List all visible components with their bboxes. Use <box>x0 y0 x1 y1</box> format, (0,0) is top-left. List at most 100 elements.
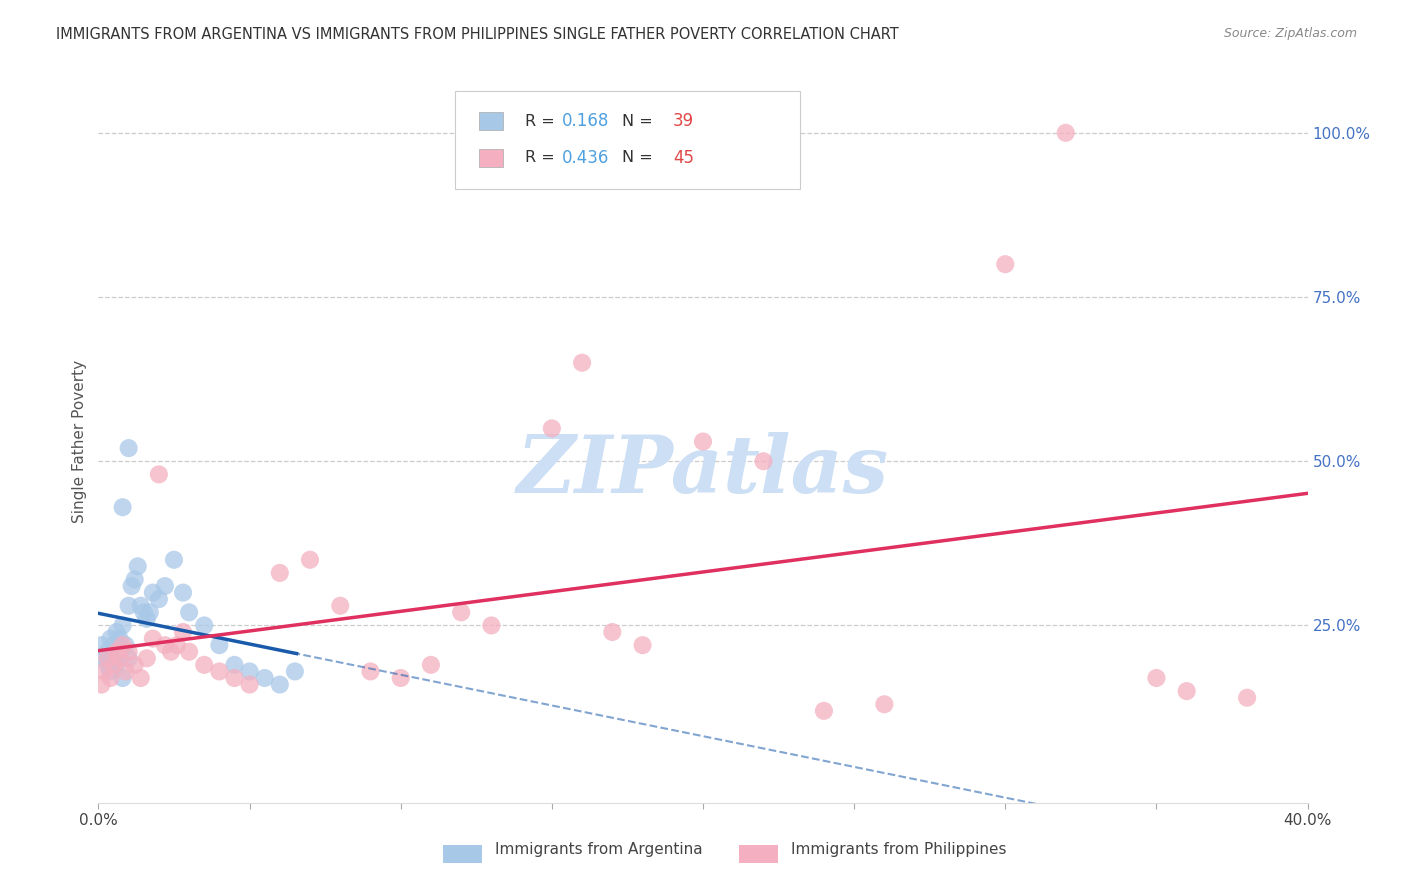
Text: Immigrants from Argentina: Immigrants from Argentina <box>495 842 703 857</box>
Point <box>111 618 134 632</box>
Point <box>108 632 131 646</box>
Point <box>96 651 118 665</box>
Point <box>1236 690 1258 705</box>
Point <box>142 632 165 646</box>
Point <box>329 599 352 613</box>
Text: IMMIGRANTS FROM ARGENTINA VS IMMIGRANTS FROM PHILIPPINES SINGLE FATHER POVERTY C: IMMIGRANTS FROM ARGENTINA VS IMMIGRANTS … <box>56 27 898 42</box>
Point <box>420 657 443 672</box>
Point <box>135 651 157 665</box>
Text: R =: R = <box>526 114 560 129</box>
Point <box>103 657 125 672</box>
Text: R =: R = <box>526 150 560 165</box>
Point <box>239 665 262 679</box>
FancyBboxPatch shape <box>456 91 800 189</box>
Point <box>602 625 624 640</box>
Point <box>111 500 134 515</box>
Point <box>172 585 194 599</box>
Point <box>105 657 128 672</box>
Point <box>129 671 152 685</box>
Point <box>239 677 262 691</box>
Point <box>1175 684 1198 698</box>
Point <box>103 638 125 652</box>
Point <box>166 638 188 652</box>
Point <box>160 645 183 659</box>
Point <box>389 671 412 685</box>
Point <box>90 638 112 652</box>
Point <box>540 421 562 435</box>
Point <box>172 625 194 640</box>
Point <box>103 651 125 665</box>
Point <box>224 657 246 672</box>
Point <box>118 645 141 659</box>
Point <box>224 671 246 685</box>
Point <box>253 671 276 685</box>
Point <box>142 585 165 599</box>
FancyBboxPatch shape <box>479 149 503 167</box>
Text: N =: N = <box>621 150 658 165</box>
Point <box>121 579 143 593</box>
Point <box>135 612 157 626</box>
Point <box>1054 126 1077 140</box>
Point <box>1144 671 1167 685</box>
Point <box>571 356 593 370</box>
Point <box>114 665 136 679</box>
Point <box>127 559 149 574</box>
Point <box>163 553 186 567</box>
Point <box>124 657 146 672</box>
Point <box>96 645 118 659</box>
Point <box>299 553 322 567</box>
Point <box>208 638 231 652</box>
Point <box>631 638 654 652</box>
Text: ZIPatlas: ZIPatlas <box>517 432 889 509</box>
Point <box>111 638 134 652</box>
Point <box>813 704 835 718</box>
Point <box>153 579 176 593</box>
Point <box>752 454 775 468</box>
Text: N =: N = <box>621 114 658 129</box>
Point <box>179 645 201 659</box>
Point <box>93 651 115 665</box>
Point <box>100 665 122 679</box>
Point <box>118 441 141 455</box>
Text: 39: 39 <box>672 112 695 130</box>
Point <box>873 698 896 712</box>
Point <box>100 671 122 685</box>
Point <box>208 665 231 679</box>
Point <box>481 618 503 632</box>
Point <box>114 638 136 652</box>
Point <box>179 605 201 619</box>
Point <box>269 677 291 691</box>
Point <box>193 657 215 672</box>
Point <box>90 677 112 691</box>
Text: Immigrants from Philippines: Immigrants from Philippines <box>792 842 1007 857</box>
Point <box>111 671 134 685</box>
Point <box>193 618 215 632</box>
Point <box>139 605 162 619</box>
Point <box>93 665 115 679</box>
Point <box>132 605 155 619</box>
Point <box>105 625 128 640</box>
Point <box>129 599 152 613</box>
Point <box>148 467 170 482</box>
Point <box>994 257 1017 271</box>
Point <box>108 645 131 659</box>
Point <box>153 638 176 652</box>
Point <box>124 573 146 587</box>
Point <box>450 605 472 619</box>
Point <box>96 657 118 672</box>
Point <box>100 632 122 646</box>
FancyBboxPatch shape <box>479 112 503 130</box>
Y-axis label: Single Father Poverty: Single Father Poverty <box>72 360 87 523</box>
Point <box>360 665 382 679</box>
Point <box>118 599 141 613</box>
Point <box>269 566 291 580</box>
FancyBboxPatch shape <box>443 845 482 863</box>
Point <box>692 434 714 449</box>
Text: Source: ZipAtlas.com: Source: ZipAtlas.com <box>1223 27 1357 40</box>
Text: 45: 45 <box>672 149 693 167</box>
Point <box>148 592 170 607</box>
Point <box>118 651 141 665</box>
Point <box>108 651 131 665</box>
FancyBboxPatch shape <box>740 845 778 863</box>
Point <box>284 665 307 679</box>
